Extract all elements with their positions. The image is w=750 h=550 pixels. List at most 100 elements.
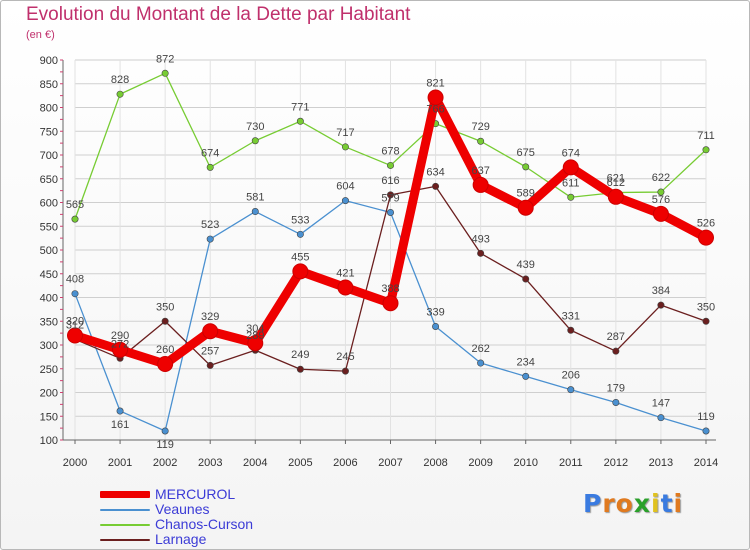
data-label: 766 [426,104,444,116]
data-label: 421 [336,268,354,280]
x-tick-label: 2005 [288,457,312,469]
data-label: 290 [111,330,129,342]
data-label: 245 [336,351,354,363]
line-chart: 100 150 200 250 300 350 400 450 500 550 600 650 700 7… [40,53,719,469]
data-point-mercurol [247,335,264,352]
data-point-mercurol [562,159,579,176]
y-tick-label: 700 [40,150,58,162]
data-label: 206 [562,370,580,382]
data-label: 119 [156,439,174,451]
axes [60,59,716,444]
data-point-chanos-curson [341,143,349,151]
legend-swatch [100,509,150,511]
y-tick-label: 850 [40,79,58,91]
data-label: 408 [66,274,84,286]
data-label: 674 [562,147,580,159]
data-point-larnage [522,275,530,283]
data-label: 729 [471,121,489,133]
data-label: 331 [562,310,580,322]
data-point-chanos-curson [251,137,259,145]
data-label: 711 [697,130,715,142]
data-point-mercurol [337,279,354,296]
logo-letter: r [602,489,616,518]
data-point-veaunes [116,407,124,415]
legend-item-chanos-curson: Chanos-Curson [100,516,320,532]
data-label: 579 [381,192,399,204]
data-point-larnage [657,301,665,309]
logo-letter: t [660,489,674,518]
data-label: 634 [426,166,444,178]
x-tick-label: 2000 [63,457,87,469]
legend-swatch [100,524,150,526]
data-label: 612 [607,177,625,189]
x-tick-label: 2006 [333,457,357,469]
data-point-larnage [296,365,304,373]
logo-letter: o [615,489,634,518]
data-point-mercurol [698,229,714,246]
data-label: 675 [517,147,535,159]
tick-labels: 100 150 200 250 300 350 400 450 500 550 600 650 700 7… [40,55,719,469]
data-label: 621 [607,173,625,185]
data-point-larnage [432,182,440,190]
data-label: 565 [66,199,84,211]
y-tick-label: 350 [40,316,58,328]
x-tick-label: 2003 [198,457,222,469]
data-point-veaunes [251,208,259,216]
y-tick-label: 500 [40,245,58,257]
data-point-veaunes [612,398,620,406]
series-lines [67,69,714,435]
data-label: 678 [381,145,399,157]
data-point-veaunes [71,290,79,298]
data-label: 523 [201,219,219,231]
x-tick-label: 2012 [604,457,628,469]
data-label: 674 [201,147,219,159]
data-point-mercurol [157,356,174,372]
data-point-mercurol [292,263,309,280]
y-tick-label: 250 [40,364,58,376]
data-point-veaunes [567,386,575,394]
data-label: 493 [471,233,489,245]
data-point-mercurol [652,205,669,222]
data-point-larnage [341,367,349,375]
legend-swatch [100,491,150,498]
data-point-chanos-curson [702,146,710,154]
y-tick-label: 550 [40,221,58,233]
data-label: 637 [471,165,489,177]
data-label: 526 [697,218,715,230]
data-point-veaunes [206,235,214,243]
data-point-mercurol [67,327,83,344]
legend-item-larnage: Larnage [100,531,320,547]
data-label: 604 [336,181,354,193]
x-tick-label: 2004 [243,457,267,469]
data-label: 581 [246,192,264,204]
data-point-veaunes [341,197,349,205]
logo-letter: x [633,489,651,518]
legend-label: Chanos-Curson [155,516,254,532]
data-point-mercurol [607,188,624,205]
data-label: 622 [652,172,670,184]
data-point-chanos-curson [296,117,304,125]
data-label: 147 [652,398,670,410]
legend-label: Veaunes [155,501,210,517]
legend-swatch [100,539,150,541]
data-label: 339 [426,306,444,318]
x-tick-label: 2008 [423,457,447,469]
x-tick-label: 2007 [378,457,402,469]
data-label: 179 [607,382,625,394]
x-tick-label: 2009 [468,457,492,469]
data-label: 717 [336,127,354,139]
data-label: 312 [66,319,84,331]
data-label: 872 [156,53,174,65]
data-point-larnage [612,347,620,355]
data-point-larnage [161,317,169,325]
data-label: 304 [246,323,264,335]
data-point-veaunes [477,359,485,367]
data-point-veaunes [161,427,169,435]
x-tick-label: 2013 [649,457,673,469]
data-label: 730 [246,121,264,133]
data-label: 257 [201,345,219,357]
data-label: 119 [697,411,715,423]
data-label: 249 [291,349,309,361]
x-tick-label: 2011 [559,457,583,469]
data-point-chanos-curson [116,90,124,98]
